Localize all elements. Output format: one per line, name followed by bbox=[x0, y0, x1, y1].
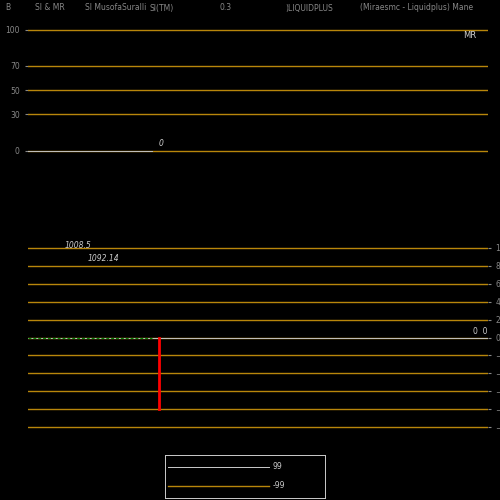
Text: SI(TM): SI(TM) bbox=[150, 4, 174, 13]
Text: 99: 99 bbox=[272, 462, 282, 471]
Text: 0  0: 0 0 bbox=[473, 326, 488, 336]
Text: 0.3: 0.3 bbox=[220, 4, 232, 13]
Text: SI & MR: SI & MR bbox=[35, 4, 65, 13]
Text: B: B bbox=[5, 4, 10, 13]
Text: 1092.14: 1092.14 bbox=[88, 254, 119, 263]
Text: MR: MR bbox=[463, 32, 476, 40]
Text: SI MusofaSuralli: SI MusofaSuralli bbox=[85, 4, 146, 13]
Text: )LIQUIDPLUS: )LIQUIDPLUS bbox=[285, 4, 333, 13]
Text: 1008.5: 1008.5 bbox=[64, 241, 91, 250]
Text: (Miraesmc - Liquidplus) Mane: (Miraesmc - Liquidplus) Mane bbox=[360, 4, 473, 13]
Text: -99: -99 bbox=[272, 481, 284, 490]
Text: 0: 0 bbox=[158, 140, 164, 148]
